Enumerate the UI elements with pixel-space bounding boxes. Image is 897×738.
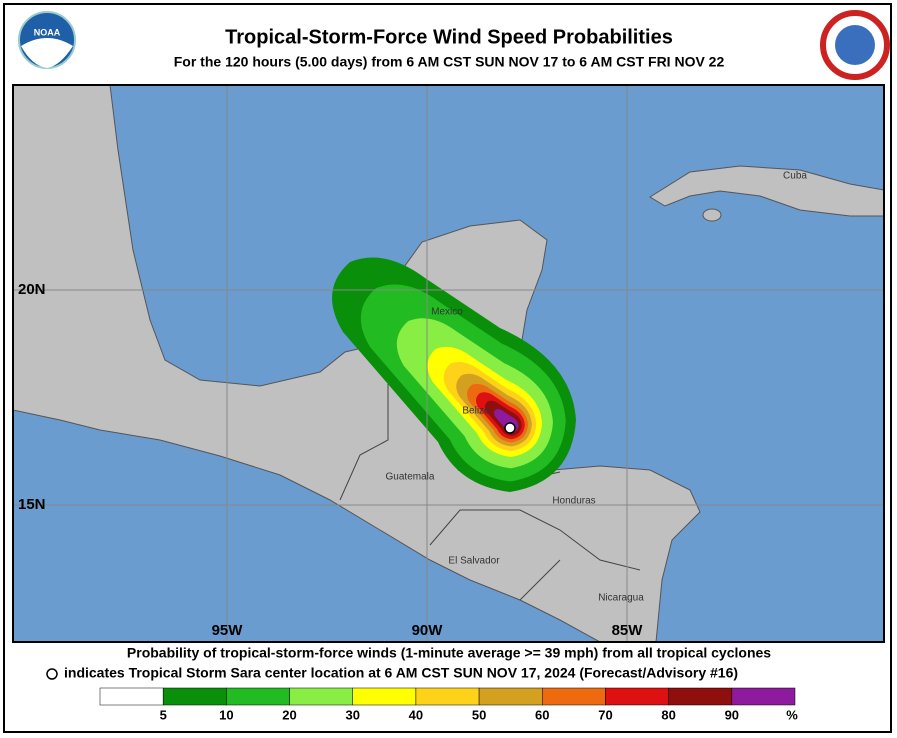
legend-label: 40 (409, 707, 423, 722)
legend-swatch (162, 687, 227, 706)
cuba (649, 165, 884, 217)
center-symbol (46, 668, 58, 680)
place-label: Guatemala (386, 472, 435, 483)
lon-label: 95W (212, 622, 244, 639)
legend-swatch (226, 687, 290, 706)
legend-swatch (415, 687, 480, 706)
place-label: El Salvador (448, 556, 500, 567)
legend-swatch (668, 687, 733, 706)
noaa-logo-wave (21, 38, 73, 68)
legend-label: 80 (661, 707, 675, 722)
legend-unit: % (786, 707, 798, 722)
title: Tropical-Storm-Force Wind Speed Probabil… (225, 26, 673, 48)
lon-label: 90W (412, 622, 444, 639)
lat-label: 20N (18, 281, 46, 298)
place-label: Nicaragua (598, 593, 644, 604)
lon-label: 85W (612, 622, 644, 639)
legend-swatch (478, 687, 543, 706)
nws-logo-center (835, 25, 875, 65)
legend-swatch (542, 687, 606, 706)
legend: 5 10 20 30 40 50 60 70 80 90% (99, 687, 798, 722)
isla-juventud (702, 208, 722, 222)
storm-center (504, 422, 516, 434)
place-label: Cuba (783, 171, 807, 182)
footer-line2: indicates Tropical Storm Sara center loc… (64, 665, 738, 681)
legend-label: 20 (282, 707, 296, 722)
map-frame (12, 84, 885, 643)
legend-label: 70 (598, 707, 612, 722)
footer-line1: Probability of tropical-storm-force wind… (127, 645, 771, 661)
legend-label: 50 (472, 707, 486, 722)
noaa-logo-text: NOAA (34, 27, 61, 37)
legend-label: 90 (725, 707, 739, 722)
subtitle: For the 120 hours (5.00 days) from 6 AM … (174, 54, 725, 70)
legend-label: 10 (219, 707, 233, 722)
legend-swatch (99, 687, 164, 706)
legend-swatch (605, 687, 669, 706)
legend-swatch (289, 687, 353, 706)
place-label: Mexico (431, 307, 463, 318)
place-label: Belize (462, 406, 490, 417)
legend-swatch (731, 687, 796, 706)
legend-label: 30 (345, 707, 359, 722)
legend-swatch (352, 687, 417, 706)
graticule (13, 85, 884, 642)
legend-label: 5 (160, 707, 167, 722)
map: Cuba Mexico Belize Guatemala Honduras El… (13, 85, 884, 642)
lat-label: 15N (18, 496, 46, 513)
place-label: Honduras (552, 496, 595, 507)
legend-label: 60 (535, 707, 549, 722)
